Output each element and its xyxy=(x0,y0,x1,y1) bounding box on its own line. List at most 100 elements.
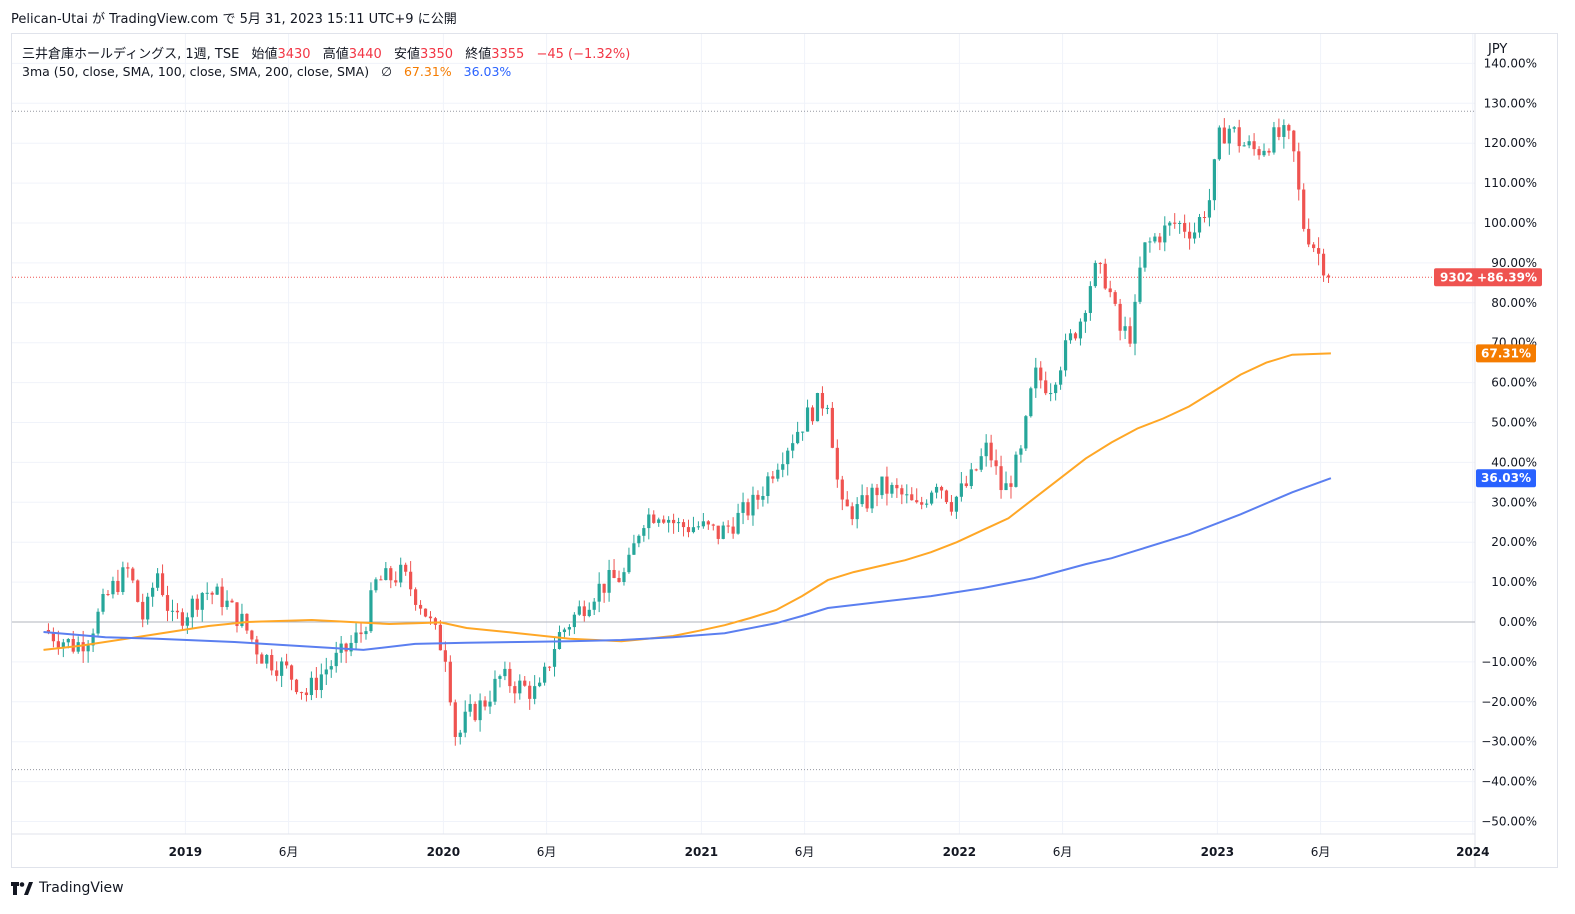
candle-body xyxy=(582,606,586,617)
candle-body xyxy=(676,522,681,524)
currency-label[interactable]: JPY xyxy=(1488,42,1508,57)
candle-body xyxy=(681,522,686,528)
candle-body xyxy=(523,680,527,686)
candle-body xyxy=(443,650,447,662)
candle-body xyxy=(433,618,438,625)
change-value: −45 (−1.32%) xyxy=(536,47,631,62)
candle-body xyxy=(1058,370,1063,385)
candle-body xyxy=(855,504,859,520)
symbol-legend[interactable]: 三井倉庫ホールディングス, 1週, TSE 始値3430 高値3440 安値33… xyxy=(22,43,630,62)
indicator-legend[interactable]: 3ma (50, close, SMA, 100, close, SMA, 20… xyxy=(22,64,511,79)
x-tick-label: 6月 xyxy=(279,845,299,859)
candle-body xyxy=(1073,333,1078,339)
candle-body xyxy=(309,677,314,696)
price-tag-symbol: 9302 xyxy=(1440,270,1473,284)
tradingview-logo-icon xyxy=(11,881,33,895)
candle-body xyxy=(463,711,467,733)
candle-body xyxy=(602,583,606,593)
candle-body xyxy=(662,519,666,523)
candle-body xyxy=(592,601,596,610)
candle-body xyxy=(151,587,155,597)
candle-body xyxy=(796,431,800,444)
y-tick-label: −40.00% xyxy=(1481,775,1537,789)
candle-body xyxy=(1247,141,1251,146)
candle-body xyxy=(1287,125,1291,131)
low-label: 安値 xyxy=(393,47,420,62)
candle-body xyxy=(1197,217,1202,233)
tradingview-footer[interactable]: TradingView xyxy=(11,880,124,896)
candle-body xyxy=(458,732,462,737)
candle-body xyxy=(473,703,477,721)
candle-body xyxy=(165,595,170,611)
candle-body xyxy=(845,499,849,507)
candle-body xyxy=(1019,448,1023,455)
candle-body xyxy=(805,407,810,432)
candle-body xyxy=(1207,200,1212,218)
candle-body xyxy=(577,606,581,615)
ma200-value: 36.03% xyxy=(463,64,512,79)
indicator-name: 3ma (50, close, SMA, 100, close, SMA, 20… xyxy=(22,64,370,79)
candle-body xyxy=(552,648,557,667)
y-tick-label: 50.00% xyxy=(1491,416,1537,430)
candle-body xyxy=(61,642,65,648)
y-tick-label: 100.00% xyxy=(1484,216,1537,230)
candle-body xyxy=(642,528,646,536)
candle-body xyxy=(562,629,567,633)
candle-body xyxy=(929,492,934,504)
candle-body xyxy=(1168,222,1172,226)
candle-body xyxy=(493,678,497,702)
x-tick-label: 2020 xyxy=(427,845,460,859)
candle-body xyxy=(1272,127,1276,153)
candle-body xyxy=(944,490,949,503)
candle-body xyxy=(701,521,705,527)
candle-body xyxy=(671,519,676,524)
candle-body xyxy=(225,600,229,608)
candle-body xyxy=(632,543,636,555)
candle-body xyxy=(766,476,770,497)
candle-body xyxy=(1252,141,1256,150)
candle-body xyxy=(280,661,284,676)
candle-body xyxy=(1297,151,1301,190)
candle-body xyxy=(925,503,929,505)
candle-body xyxy=(294,679,299,693)
candle-body xyxy=(1232,127,1236,129)
candle-body xyxy=(1192,232,1197,239)
candle-body xyxy=(969,469,973,487)
candle-body xyxy=(1004,483,1008,491)
y-tick-label: 0.00% xyxy=(1499,615,1537,629)
candle-body xyxy=(126,567,130,569)
candle-body xyxy=(939,486,944,491)
candle-body xyxy=(91,633,95,646)
y-tick-label: 60.00% xyxy=(1491,376,1537,390)
candle-body xyxy=(1321,253,1326,276)
candle-body xyxy=(810,407,815,422)
x-tick-label: 6月 xyxy=(537,845,557,859)
candle-body xyxy=(1133,301,1137,344)
candle-body xyxy=(870,487,874,509)
candle-body xyxy=(1093,263,1097,287)
x-tick-label: 2021 xyxy=(685,845,718,859)
candle-body xyxy=(56,641,60,648)
y-tick-label: −30.00% xyxy=(1481,735,1537,749)
candle-body xyxy=(131,568,135,581)
candle-body xyxy=(1034,367,1038,389)
candle-body xyxy=(255,639,259,655)
candle-body xyxy=(299,692,304,694)
x-tick-label: 2023 xyxy=(1201,845,1234,859)
candle-body xyxy=(528,685,532,699)
candle-body xyxy=(746,502,750,516)
candle-body xyxy=(1123,326,1127,331)
candle-body xyxy=(215,586,219,595)
candle-body xyxy=(240,613,244,627)
candle-body xyxy=(379,579,383,581)
candle-body xyxy=(349,642,353,652)
candle-body xyxy=(1103,263,1107,289)
candle-body xyxy=(652,514,656,523)
visibility-icon[interactable]: ∅ xyxy=(381,64,392,79)
candle-body xyxy=(250,630,254,640)
candle-body xyxy=(359,632,363,635)
candle-body xyxy=(508,668,512,687)
candle-body xyxy=(547,666,552,668)
candle-body xyxy=(1153,236,1157,242)
